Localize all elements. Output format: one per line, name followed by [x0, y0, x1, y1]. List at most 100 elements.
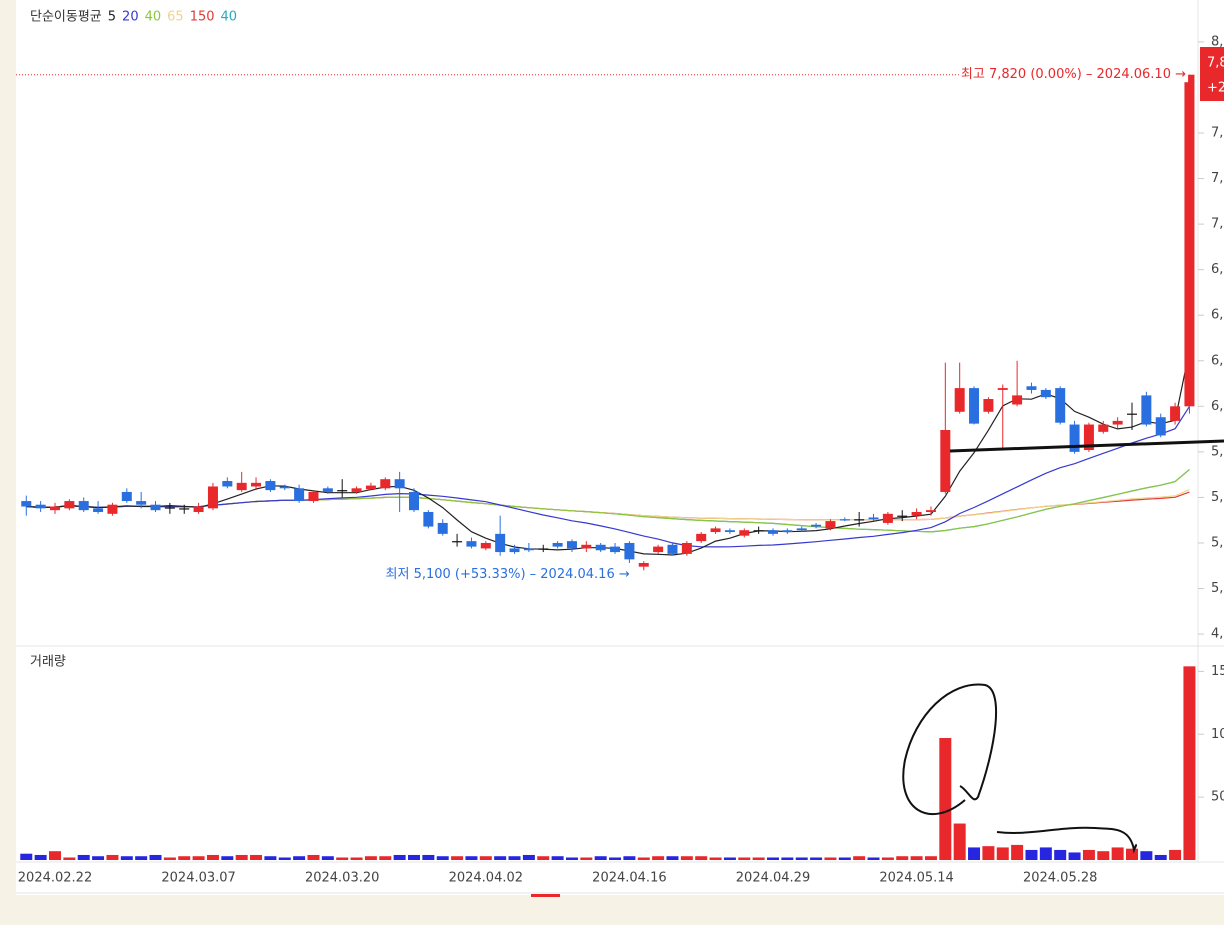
volume-bar	[336, 857, 349, 860]
candle-body	[1012, 395, 1023, 405]
low-label: 최저 5,100 (+53.33%) – 2024.04.16 →	[386, 567, 630, 582]
y-tick-label: 7,	[1211, 171, 1223, 186]
candle-body	[222, 481, 233, 487]
candle-body	[409, 491, 419, 511]
volume-bar	[508, 856, 521, 860]
candle-body	[882, 513, 893, 523]
volume-bar	[709, 857, 722, 860]
candle-body	[997, 388, 1008, 390]
candle-body	[610, 546, 621, 553]
volume-bar	[982, 846, 995, 860]
candle-body	[35, 504, 46, 509]
candle-body	[1184, 74, 1195, 407]
candle-body	[495, 533, 506, 553]
volume-bar	[250, 854, 263, 860]
candle-body	[796, 528, 807, 531]
candle-body	[768, 530, 778, 534]
volume-bar	[120, 856, 133, 860]
candle-body	[954, 388, 965, 412]
candle-body	[136, 501, 147, 505]
candle-body	[251, 482, 262, 487]
volume-bar	[1097, 851, 1110, 860]
drawn-circle	[902, 683, 998, 816]
candle-body	[394, 479, 405, 489]
candle-body	[969, 388, 980, 424]
candle-body	[1083, 424, 1094, 451]
y-tick-label: 8,	[1211, 34, 1223, 49]
volume-bar	[106, 854, 119, 860]
candle-body	[681, 542, 692, 554]
candle-body	[294, 488, 305, 502]
moving-average-line	[26, 406, 1190, 548]
candle-body	[1155, 417, 1166, 436]
volume-bar	[422, 854, 435, 860]
y-tick-label: 5,	[1211, 490, 1223, 505]
candle-body	[552, 542, 563, 547]
candle-body	[854, 519, 865, 521]
volume-bar	[637, 857, 650, 860]
candle-body	[207, 486, 218, 509]
volume-bar	[824, 857, 837, 860]
candle-body	[193, 506, 204, 512]
y-tick-label: 7,	[1211, 126, 1223, 141]
price-badge	[1200, 47, 1224, 101]
candle-body	[380, 479, 391, 489]
candle-body	[739, 530, 750, 536]
candle-body	[337, 490, 348, 492]
x-tick-label: 2024.05.14	[879, 871, 953, 886]
candle-body	[595, 544, 606, 551]
candle-body	[653, 546, 664, 553]
volume-bar	[465, 856, 478, 860]
volume-bar	[896, 856, 909, 860]
candle-body	[868, 517, 879, 520]
volume-bar	[235, 854, 248, 860]
volume-bar	[494, 856, 507, 860]
x-tick-label: 2024.04.16	[592, 871, 666, 886]
volume-bar	[853, 856, 866, 860]
volume-bar	[1068, 852, 1081, 860]
y-tick-label: 6,	[1211, 399, 1223, 414]
candle-body	[1040, 389, 1051, 398]
candle-body	[925, 510, 936, 512]
candle-body	[1098, 424, 1109, 432]
volume-bar	[594, 856, 607, 860]
candle-body	[1127, 413, 1137, 415]
candle-body	[825, 521, 836, 529]
volume-bar	[609, 857, 622, 860]
volume-bar	[34, 854, 47, 860]
volume-bar	[939, 738, 952, 860]
candle-body	[351, 488, 362, 492]
volume-bar	[293, 856, 306, 860]
volume-bar	[178, 856, 191, 860]
volume-bar	[968, 847, 981, 860]
volume-bar	[537, 856, 550, 860]
candle-body	[940, 430, 951, 492]
volume-bar	[1025, 849, 1038, 860]
candle-body	[466, 541, 477, 547]
x-tick-label: 2024.04.29	[736, 871, 810, 886]
y-tick-label: 4,	[1211, 627, 1223, 642]
candle-body	[265, 481, 276, 491]
candle-body	[423, 511, 434, 527]
x-tick-label: 2024.03.07	[161, 871, 235, 886]
x-tick-label: 2024.05.28	[1023, 871, 1097, 886]
volume-bar	[436, 856, 449, 860]
volume-bar	[192, 856, 205, 860]
volume-bar	[206, 854, 219, 860]
volume-tick-label: 10	[1211, 727, 1224, 742]
candle-body	[308, 491, 319, 502]
candle-body	[480, 542, 491, 549]
candle-body	[1141, 395, 1152, 425]
candle-body	[509, 548, 520, 553]
volume-bar	[652, 856, 665, 860]
candle-body	[50, 506, 60, 511]
candle-body	[1170, 406, 1181, 421]
scroll-indicator	[531, 894, 560, 897]
volume-bar	[408, 854, 420, 860]
legend-title: 단순이동평균	[30, 10, 102, 25]
volume-bar	[321, 856, 334, 860]
volume-bar	[307, 854, 320, 860]
volume-bar	[795, 857, 808, 860]
volume-tick-label: 15	[1211, 664, 1224, 679]
